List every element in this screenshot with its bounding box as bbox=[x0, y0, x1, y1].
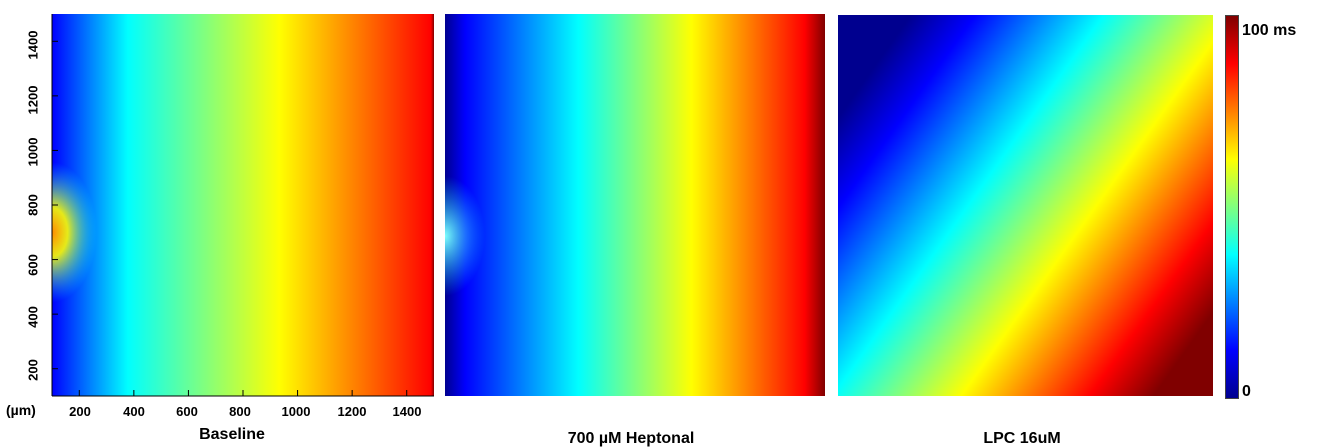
x-tick-label: 1400 bbox=[392, 404, 422, 419]
colorbar bbox=[1225, 15, 1239, 399]
x-tick-label: 600 bbox=[176, 404, 198, 419]
stimulus-site-marker bbox=[52, 162, 97, 303]
heatmap-fill bbox=[838, 15, 1213, 396]
x-tick-label: 200 bbox=[69, 404, 91, 419]
heatmap-fill bbox=[52, 14, 434, 396]
colorbar-max-label: 100 ms bbox=[1242, 22, 1297, 39]
x-tick-label: 400 bbox=[123, 404, 145, 419]
colorbar-min-label: 0 bbox=[1242, 383, 1251, 400]
y-tick-label: 200 bbox=[25, 359, 41, 381]
panel-title-heptonal: 700 µM Heptonal bbox=[567, 430, 695, 447]
y-tick-label: 1400 bbox=[25, 30, 41, 60]
heatmap-fill bbox=[445, 14, 825, 396]
heatmap-lpc bbox=[838, 15, 1213, 396]
y-tick-label: 1200 bbox=[25, 85, 41, 115]
panel-title-baseline: Baseline bbox=[199, 426, 265, 443]
x-tick-label: 1200 bbox=[337, 404, 367, 419]
heatmap-heptonal bbox=[445, 14, 825, 396]
panel-title-lpc: LPC 16uM bbox=[983, 430, 1061, 447]
x-tick-label: 800 bbox=[229, 404, 251, 419]
heatmap-baseline bbox=[52, 14, 434, 396]
x-tick-label: 1000 bbox=[281, 404, 311, 419]
y-tick-label: 600 bbox=[25, 254, 41, 276]
y-tick-label: 1000 bbox=[25, 137, 41, 167]
x-axis-unit-label: (µm) bbox=[6, 402, 36, 418]
y-tick-label: 800 bbox=[25, 194, 41, 216]
y-tick-label: 400 bbox=[25, 306, 41, 328]
